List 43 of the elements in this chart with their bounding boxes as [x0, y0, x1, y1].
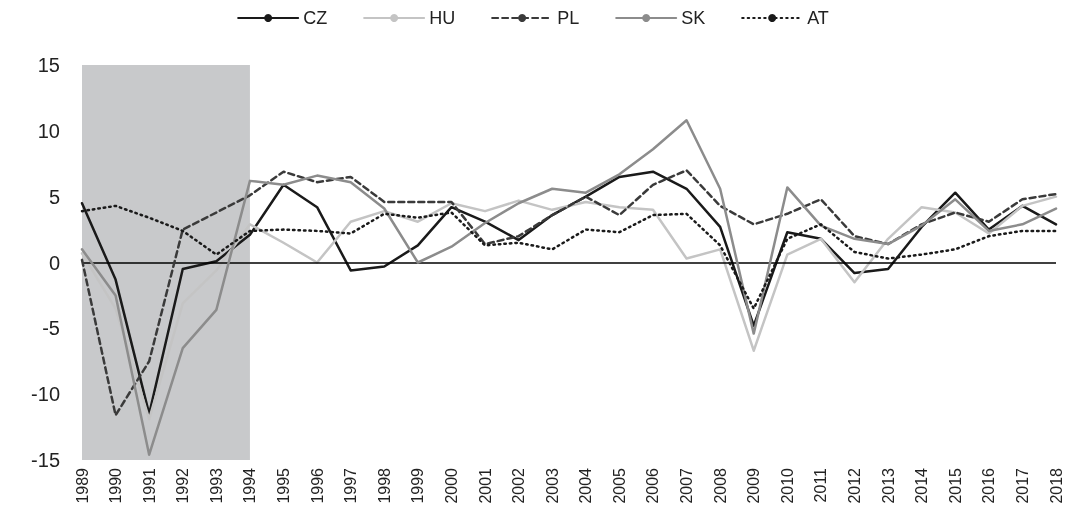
y-tick-label: 0	[48, 251, 60, 274]
x-tick-label: 2015	[946, 467, 964, 504]
x-tick-label: 1992	[174, 467, 192, 504]
x-tick-label: 2008	[711, 467, 729, 504]
x-tick-label: 2016	[980, 467, 998, 504]
x-tick-label: 1995	[275, 467, 293, 504]
x-tick-label: 2005	[610, 467, 628, 504]
x-tick-label: 2009	[745, 467, 763, 504]
y-tick-label: 10	[37, 119, 60, 142]
x-tick-label: 2011	[812, 467, 830, 503]
x-tick-label: 1989	[73, 467, 91, 504]
x-tick-label: 2017	[1013, 467, 1031, 504]
legend-label: SK	[681, 8, 706, 28]
x-tick-label: 1999	[409, 467, 427, 504]
x-tick-label: 1990	[107, 467, 125, 504]
y-tick-label: 5	[48, 185, 60, 208]
legend-label: CZ	[303, 8, 328, 28]
x-tick-label: 2010	[778, 467, 796, 504]
legend-label: AT	[807, 8, 829, 28]
x-tick-label: 2012	[845, 467, 863, 504]
x-tick-label: 2001	[476, 467, 494, 504]
x-tick-label: 2003	[543, 467, 561, 504]
y-tick-label: -10	[31, 383, 60, 406]
x-tick-label: 1997	[342, 467, 360, 504]
x-tick-label: 2002	[510, 467, 528, 504]
x-tick-label: 1994	[241, 467, 259, 504]
x-tick-label: 1993	[207, 467, 225, 504]
x-tick-label: 2004	[577, 467, 595, 504]
x-tick-label: 2006	[644, 467, 662, 504]
x-tick-label: 2007	[678, 467, 696, 504]
legend-label: HU	[429, 8, 456, 28]
x-tick-label: 1991	[140, 467, 158, 504]
x-tick-label: 1996	[308, 467, 326, 504]
y-tick-label: 15	[37, 54, 60, 76]
x-tick-label: 2000	[442, 467, 460, 504]
x-tick-label: 1998	[375, 467, 393, 504]
x-tick-label: 2018	[1047, 467, 1065, 504]
y-tick-label: -15	[31, 449, 60, 471]
x-tick-label: 2013	[879, 467, 897, 504]
x-tick-label: 2014	[913, 467, 931, 504]
line-series	[80, 119, 1058, 456]
legend-label: PL	[557, 8, 580, 28]
y-tick-label: -5	[42, 317, 60, 340]
